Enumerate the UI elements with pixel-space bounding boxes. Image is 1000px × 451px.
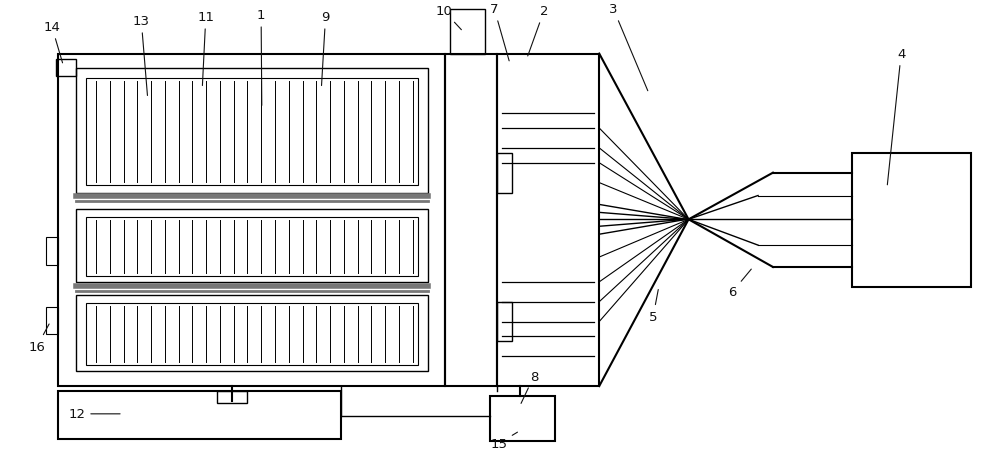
Bar bbox=[56, 60, 76, 77]
Text: 14: 14 bbox=[43, 21, 63, 64]
Bar bbox=[490, 396, 555, 441]
Text: 12: 12 bbox=[68, 407, 120, 420]
Text: 13: 13 bbox=[133, 15, 150, 96]
Bar bbox=[46, 238, 58, 265]
Text: 3: 3 bbox=[609, 4, 648, 92]
Bar bbox=[445, 55, 497, 386]
Bar bbox=[497, 55, 599, 386]
Text: 11: 11 bbox=[197, 11, 214, 86]
Text: 9: 9 bbox=[321, 11, 330, 86]
Bar bbox=[76, 295, 428, 371]
Bar bbox=[46, 307, 58, 335]
Bar bbox=[497, 153, 512, 193]
Bar bbox=[58, 55, 445, 386]
Bar bbox=[76, 210, 428, 282]
Bar bbox=[86, 303, 418, 365]
Text: 16: 16 bbox=[29, 324, 49, 353]
Text: 5: 5 bbox=[649, 290, 658, 323]
Text: 1: 1 bbox=[257, 9, 265, 106]
Text: 8: 8 bbox=[521, 370, 538, 404]
Text: 7: 7 bbox=[490, 4, 509, 62]
Text: 2: 2 bbox=[528, 5, 548, 57]
Bar bbox=[76, 69, 428, 193]
Bar bbox=[86, 79, 418, 185]
Bar bbox=[217, 391, 247, 403]
Bar bbox=[58, 391, 341, 439]
Bar bbox=[852, 153, 971, 287]
Bar bbox=[86, 218, 418, 276]
Bar bbox=[497, 302, 512, 341]
Text: 10: 10 bbox=[435, 5, 461, 31]
Bar bbox=[450, 10, 485, 55]
Text: 4: 4 bbox=[887, 48, 905, 185]
Text: 15: 15 bbox=[490, 432, 517, 450]
Text: 6: 6 bbox=[728, 270, 751, 299]
